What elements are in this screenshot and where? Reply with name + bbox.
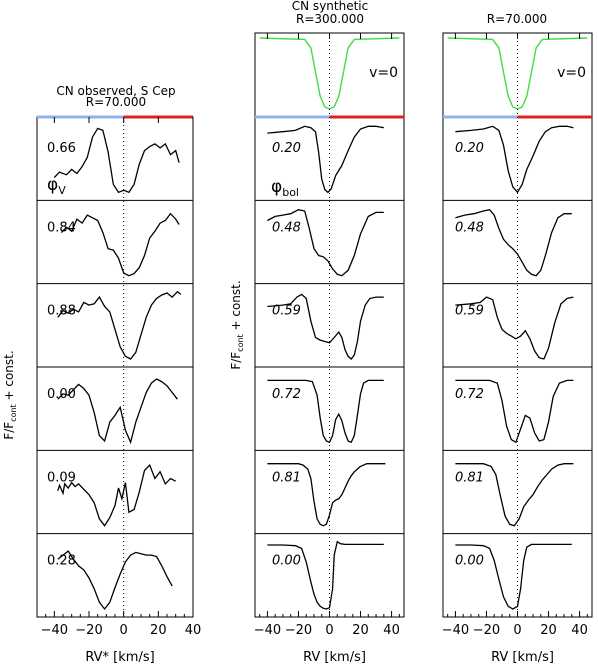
x-tick-label: 20 [150, 623, 167, 638]
profile-line-0-20 [267, 125, 384, 194]
x-axis-label-rv: RV [303, 650, 320, 665]
x-tick-label: −20 [285, 623, 312, 638]
chart-subtitle: R=300.000 [296, 12, 364, 26]
profile-line-0-09 [57, 463, 176, 527]
x-axis-label-unit: [km/s] [109, 650, 155, 665]
x-axis-label-unit: [km/s] [320, 650, 366, 665]
chart-panel-3: R=70.000 v=0 0.20 0.48 0.59 0.72 0.81 0.00 −40 −2… [442, 12, 593, 665]
profile-line-0-88 [57, 290, 182, 360]
phase-label: 0.72 [272, 387, 301, 402]
x-tick-label: 40 [383, 623, 400, 638]
x-tick-label: 40 [571, 623, 588, 638]
phase-label: 0.00 [455, 554, 484, 569]
profile-line-0-48 [455, 208, 572, 277]
x-tick-label: 0 [120, 623, 128, 638]
phase-label: 0.09 [47, 470, 76, 485]
phase-label: 0.84 [47, 220, 76, 235]
x-axis-label-rv: RV [491, 650, 508, 665]
x-axis-label: RV [km/s] [491, 650, 554, 665]
x-tick-label: 0 [325, 623, 333, 638]
x-tick-label: 20 [352, 623, 369, 638]
x-tick-label: −40 [41, 623, 68, 638]
profile-line-0-00 [267, 540, 384, 610]
phase-label: 0.59 [455, 304, 484, 319]
x-axis-label-star: * [103, 650, 110, 665]
phase-label: 0.00 [272, 554, 301, 569]
chart-subtitle: R=70.000 [487, 12, 547, 26]
phase-symbol-subscript: V [58, 184, 66, 197]
profile-line-0-81 [455, 463, 574, 527]
x-tick-label: −40 [254, 623, 281, 638]
phase-symbol-glyph: φ [47, 175, 58, 195]
phase-label: 0.66 [47, 141, 76, 156]
x-tick-label: −40 [442, 623, 469, 638]
profile-line-0-28 [57, 550, 173, 611]
profile-line-0-00 [455, 543, 572, 610]
y-axis-label-left: F/Fcont + const. [2, 350, 18, 439]
chart-title: CN observed, S Cep [56, 84, 175, 98]
phase-label: 0.00 [47, 387, 76, 402]
y-axis-label-middle: F/Fcont + const. [229, 280, 245, 369]
phase-label: 0.81 [272, 470, 301, 485]
profile-line-0-84 [60, 212, 180, 277]
phase-symbol-glyph: φ [271, 177, 282, 197]
x-tick-label: 0 [513, 623, 521, 638]
phase-label: 0.20 [455, 141, 484, 156]
phase-label: 0.28 [47, 554, 76, 569]
chart-title: CN synthetic [292, 0, 368, 13]
phase-label: 0.20 [272, 141, 301, 156]
phase-label: 0.81 [455, 470, 484, 485]
profile-line-0-66 [53, 127, 180, 194]
profile-line-0-81 [267, 463, 386, 527]
phase-symbol: φV [47, 175, 66, 197]
x-tick-label: −20 [75, 623, 102, 638]
x-tick-label: 40 [185, 623, 202, 638]
profile-line-0-59 [455, 296, 574, 360]
phase-label: 0.72 [455, 387, 484, 402]
profile-line-0-20 [455, 125, 574, 194]
x-axis-label: RV [km/s] [303, 650, 366, 665]
profile-line-0-59 [267, 293, 384, 360]
phase-label: 0.59 [272, 304, 301, 319]
reference-label: v=0 [369, 65, 398, 81]
profile-line-0-72 [455, 379, 574, 444]
x-axis-label-unit: [km/s] [508, 650, 554, 665]
x-axis-label: RV* [km/s] [85, 650, 154, 665]
x-tick-label: −20 [473, 623, 500, 638]
x-tick-label: 20 [540, 623, 557, 638]
phase-label: 0.48 [272, 220, 301, 235]
phase-label: 0.48 [455, 220, 484, 235]
reference-label: v=0 [557, 65, 586, 81]
profile-line-0-00 [57, 378, 178, 445]
chart-subtitle: R=70.000 [86, 95, 146, 109]
phase-label: 0.88 [47, 304, 76, 319]
x-axis-label-rv: RV [85, 650, 102, 665]
phase-symbol: φbol [271, 177, 299, 199]
profile-line-0-48 [267, 209, 384, 277]
phase-symbol-subscript: bol [282, 186, 299, 199]
profile-line-0-72 [267, 379, 384, 444]
